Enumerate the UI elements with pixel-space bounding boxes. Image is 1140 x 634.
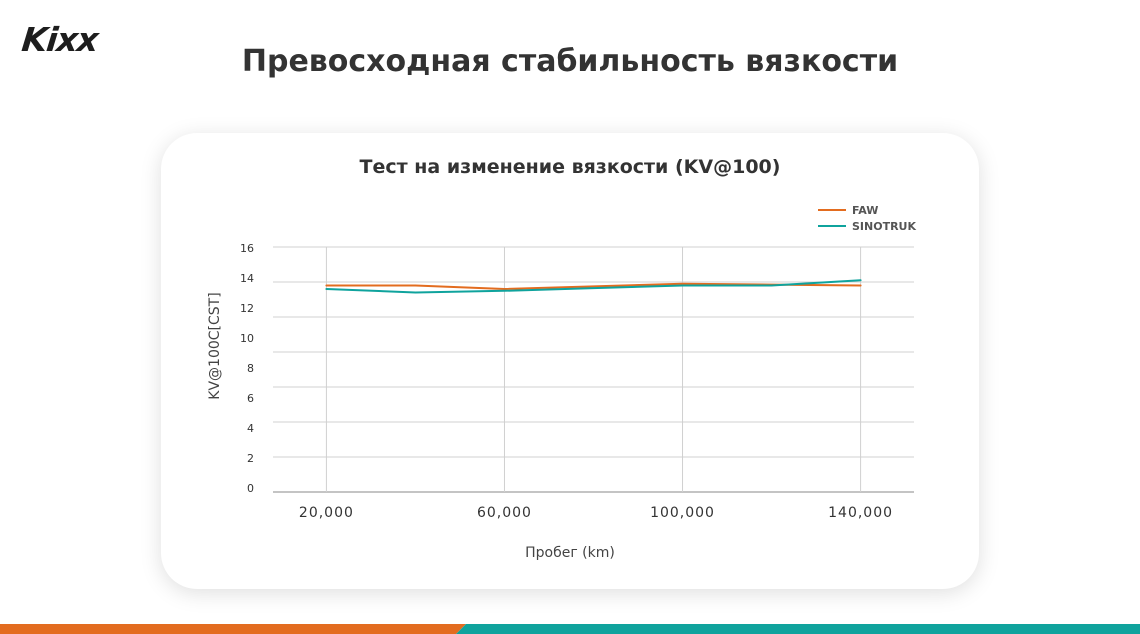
y-tick-label: 4 — [247, 422, 254, 435]
legend-label-sinotruk: SINOTRUK — [852, 220, 916, 233]
y-tick-label: 2 — [247, 452, 254, 465]
grid-lines — [273, 246, 914, 493]
x-tick-label: 60,000 — [477, 505, 532, 521]
page-title: Превосходная стабильность вязкости — [241, 44, 899, 79]
y-tick-label: 12 — [240, 302, 254, 315]
x-tick-labels: 20,000 60,000 100,000 140,000 — [299, 505, 893, 521]
x-tick-label: 100,000 — [650, 505, 715, 521]
footer-color-bar — [0, 624, 1140, 634]
chart-card: Тест на изменение вязкости (KV@100) 16 14… — [161, 133, 979, 589]
footer-orange-segment — [0, 624, 466, 634]
footer-teal-segment — [456, 624, 1140, 634]
legend-label-faw: FAW — [852, 204, 878, 217]
y-tick-label: 14 — [240, 272, 254, 285]
legend: FAW SINOTRUK — [818, 204, 916, 233]
series-line-sinotruk — [325, 279, 862, 294]
y-tick-labels: 16 14 12 10 8 6 4 2 0 — [240, 242, 254, 495]
y-tick-label: 8 — [247, 362, 254, 375]
line-chart: Тест на изменение вязкости (KV@100) 16 14… — [207, 156, 916, 561]
y-axis-label: KV@100C[CST] — [207, 292, 223, 399]
chart-title: Тест на изменение вязкости (KV@100) — [360, 156, 781, 178]
x-tick-label: 140,000 — [828, 505, 893, 521]
y-tick-label: 6 — [247, 392, 254, 405]
y-tick-label: 16 — [240, 242, 254, 255]
series-lines — [325, 279, 862, 294]
x-axis-label: Пробег (km) — [525, 545, 615, 561]
y-tick-label: 10 — [240, 332, 254, 345]
x-tick-label: 20,000 — [299, 505, 354, 521]
y-tick-label: 0 — [247, 482, 254, 495]
